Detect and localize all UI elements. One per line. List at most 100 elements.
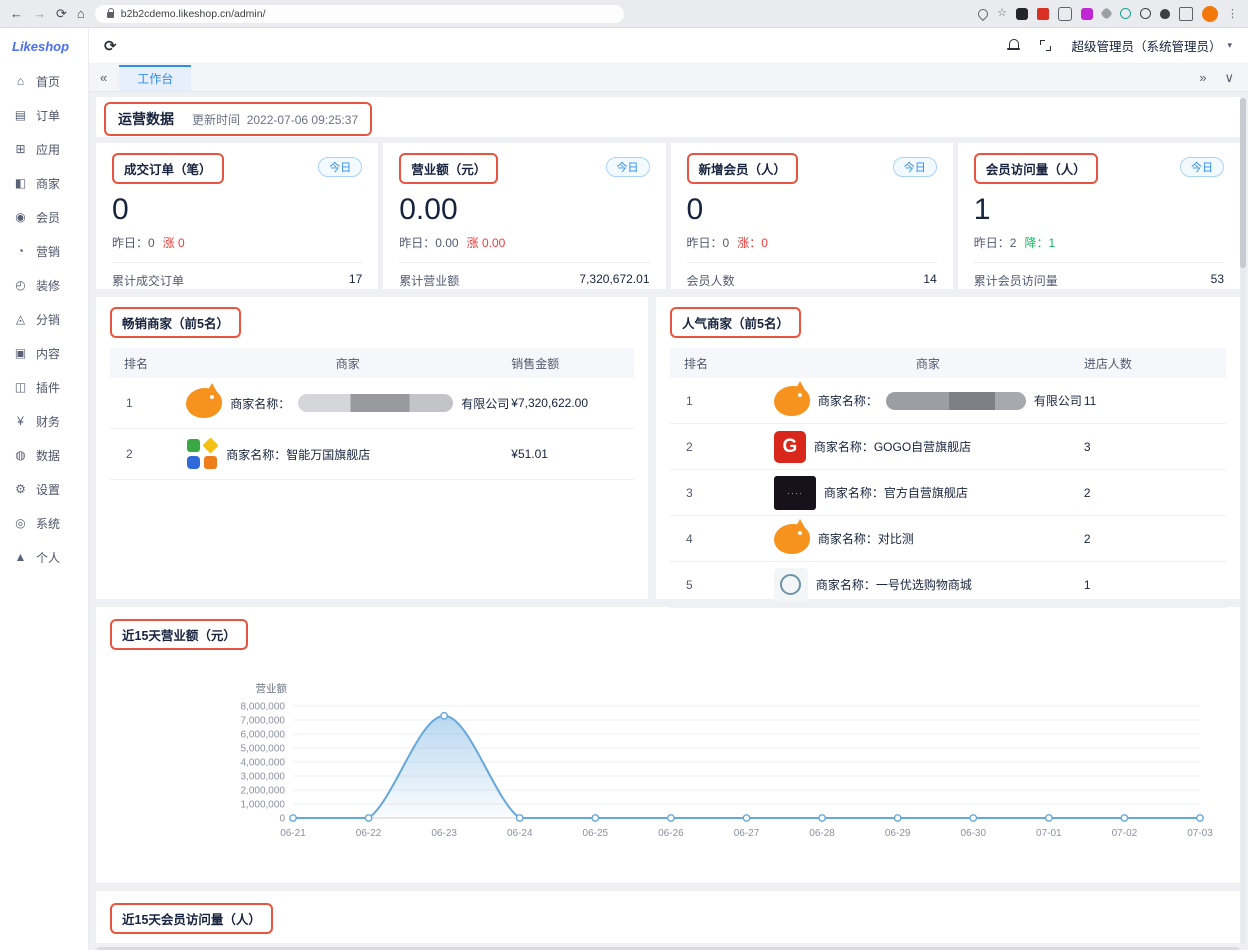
sidebar-item-content[interactable]: ▣ 内容 <box>14 346 61 361</box>
plugin-icon: ◫ <box>14 380 27 394</box>
drop-extension-icon[interactable] <box>976 6 991 21</box>
svg-text:06-25: 06-25 <box>583 828 609 839</box>
content-icon: ▣ <box>14 346 27 360</box>
tables-row: 畅销商家（前5名） 排名 商家 销售金额 1 商家名称： <box>96 297 1240 608</box>
home-icon: ⌂ <box>16 74 25 88</box>
sidebar-item-home[interactable]: ⌂ 首页 <box>0 64 88 98</box>
stat-card-new-members: 新增会员（人） 今日 0 昨日：0 涨：0 会员人数 14 <box>670 143 953 289</box>
svg-text:07-03: 07-03 <box>1187 828 1213 839</box>
red-extension-icon[interactable] <box>1037 7 1049 20</box>
sales-amount: ¥51.01 <box>510 428 634 480</box>
delta-value: 涨：0 <box>737 236 768 250</box>
personal-icon: ▲ <box>14 550 27 564</box>
browser-profile-avatar[interactable] <box>1202 5 1218 22</box>
redacted-merchant-name <box>885 391 1026 410</box>
reload-icon[interactable]: ⟳ <box>56 6 67 21</box>
distribution-icon: ◬ <box>15 312 26 326</box>
refresh-icon[interactable]: ⟳ <box>104 37 117 55</box>
sidebar-item-data[interactable]: ◍ 数据 <box>0 438 88 472</box>
tabs-menu-icon[interactable]: ∨ <box>1224 69 1234 85</box>
sidebar-item-merchant[interactable]: ◧ 商家 <box>14 176 61 191</box>
table-row: 5 商家名称：一号优选购物商城 1 <box>670 561 1226 608</box>
svg-text:3,000,000: 3,000,000 <box>241 772 286 783</box>
visit-count: 11 <box>1082 378 1226 424</box>
bestseller-title-annotation: 畅销商家（前5名） <box>110 307 241 338</box>
frame-extension-icon[interactable] <box>1058 6 1072 21</box>
sidebar-item-order[interactable]: ▤ 订单 <box>14 108 61 123</box>
dark-extension-icon[interactable] <box>1016 7 1028 20</box>
update-time-label: 更新时间 <box>192 113 241 127</box>
pig-merchant-logo <box>186 383 223 418</box>
url-text: b2b2cdemo.likeshop.cn/admin/ <box>120 7 266 20</box>
ring-extension-icon[interactable] <box>1140 8 1151 19</box>
delta-value: 涨 0.00 <box>466 236 506 250</box>
fullscreen-icon[interactable] <box>1040 40 1052 51</box>
admin-account-dropdown[interactable]: 超级管理员（系统管理员） ▾ <box>1071 36 1232 55</box>
address-bar[interactable]: b2b2cdemo.likeshop.cn/admin/ <box>94 4 624 23</box>
pig-merchant-logo <box>773 380 810 416</box>
stat-title-annotation: 会员访问量（人） <box>973 153 1098 184</box>
bookmark-star-icon[interactable]: ☆ <box>997 7 1007 19</box>
admin-header: ⟳ 超级管理员（系统管理员） ▾ <box>88 28 1248 64</box>
sidebar-item-decorate[interactable]: ◴ 装修 <box>0 268 88 302</box>
forward-icon[interactable]: → <box>33 6 46 21</box>
today-badge: 今日 <box>318 157 363 177</box>
browser-menu-icon[interactable]: ⋮ <box>1227 8 1238 20</box>
delta-value: 涨 0 <box>162 236 185 250</box>
notification-bell-icon[interactable] <box>1007 39 1021 52</box>
svg-text:4,000,000: 4,000,000 <box>241 758 286 769</box>
svg-text:06-21: 06-21 <box>280 828 306 839</box>
sidebar-item-system[interactable]: ◎ 系统 <box>0 506 88 540</box>
sidebar-item-marketing[interactable]: ◔ 营销 <box>0 234 88 268</box>
yesterday-value: 昨日：0.00 <box>399 236 459 250</box>
table-row: 2 G 商家名称：GOGO自营旗舰店 3 <box>670 423 1226 470</box>
collapse-sidebar-icon[interactable]: « <box>100 70 108 85</box>
table-row: 4 商家名称：对比测 2 <box>670 515 1226 562</box>
svg-text:06-28: 06-28 <box>809 828 835 839</box>
stat-title-annotation: 新增会员（人） <box>686 153 799 184</box>
scrollbar-thumb[interactable] <box>1240 98 1246 268</box>
browser-toolbar: ← → ⟳ ⌂ b2b2cdemo.likeshop.cn/admin/ ☆ ⋮ <box>0 0 1248 28</box>
sidebar-item-settings[interactable]: ⚙ 设置 <box>0 472 88 506</box>
revenue-line-chart: 0 1,000,000 2,000,000 3,000,000 4,000,000 5,0… <box>241 682 1214 839</box>
visit-count: 2 <box>1082 515 1226 562</box>
page-title: 运营数据 <box>118 111 174 127</box>
data-icon: ◍ <box>15 448 26 462</box>
chevron-down-icon: ▾ <box>1227 40 1232 50</box>
sidebar: Likeshop ⌂ 首页 ▤ 订单 ⊞ 应用 ◧ 商家 ◉ 会员 ◔ 营销 ◴ 装修 ◬ 分销… <box>0 28 89 950</box>
sidebar-item-distribution[interactable]: ◬ 分销 <box>0 302 88 336</box>
teal-extension-icon[interactable] <box>1120 8 1131 19</box>
stats-row: 成交订单（笔） 今日 0 昨日：0 涨 0 累计成交订单 17 营业额（元） 今日 … <box>96 143 1240 289</box>
sidebar-item-member[interactable]: ◉ 会员 <box>0 200 88 234</box>
chart-title-annotation: 近15天营业额（元） <box>110 619 248 650</box>
stat-total-value: 14 <box>923 272 937 286</box>
horizontal-scrollbar[interactable] <box>96 947 1240 950</box>
square-extension-icon[interactable] <box>1179 6 1193 21</box>
tab-bar: « 工作台 » ∨ <box>88 64 1248 92</box>
sidebar-item-personal[interactable]: ▲ 个人 <box>14 550 61 565</box>
sidebar-item-plugin[interactable]: ◫ 插件 <box>14 380 61 395</box>
svg-text:营业额: 营业额 <box>256 682 288 695</box>
home-icon[interactable]: ⌂ <box>76 6 85 21</box>
black-merchant-logo <box>773 475 816 510</box>
system-icon: ◎ <box>15 516 26 530</box>
stat-card-revenue: 营业额（元） 今日 0.00 昨日：0.00 涨 0.00 累计营业额 7,320,… <box>383 143 666 289</box>
stat-total-label: 累计会员访问量 <box>973 274 1058 288</box>
visit-count: 2 <box>1082 469 1226 516</box>
tab-workbench[interactable]: 工作台 <box>119 64 192 91</box>
paw-extension-icon[interactable] <box>1160 8 1170 19</box>
chart-title: 近15天营业额（元） <box>122 629 236 643</box>
stat-card-member-visits: 会员访问量（人） 今日 1 昨日：2 降：1 累计会员访问量 53 <box>957 143 1240 289</box>
sidebar-item-finance[interactable]: ¥ 财务 <box>0 404 88 438</box>
svg-text:07-02: 07-02 <box>1112 828 1138 839</box>
svg-text:0: 0 <box>279 814 285 825</box>
diamond-extension-icon[interactable] <box>1100 7 1113 20</box>
lock-icon <box>106 8 114 18</box>
vertical-scrollbar[interactable] <box>1240 98 1246 944</box>
overview-title-annotation: 运营数据 更新时间 2022-07-06 09:25:37 <box>104 102 373 136</box>
tabs-forward-icon[interactable]: » <box>1199 69 1207 85</box>
sidebar-item-app[interactable]: ⊞ 应用 <box>0 132 88 166</box>
app-logo: Likeshop <box>12 39 70 54</box>
magenta-extension-icon[interactable] <box>1081 7 1093 20</box>
back-icon[interactable]: ← <box>10 6 23 21</box>
